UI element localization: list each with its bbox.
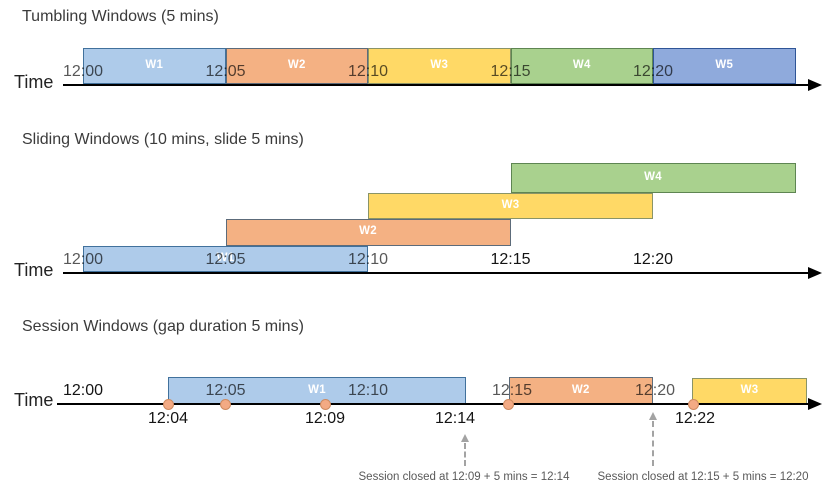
event-dot — [503, 398, 514, 410]
tick-label-session: 12:20 — [634, 382, 676, 399]
sliding-windows-title: Sliding Windows (10 mins, slide 5 mins) — [22, 131, 304, 148]
window-label-w2-tumbling: W2 — [287, 59, 306, 71]
timeline-axis-tumbling — [63, 84, 808, 86]
window-label-w3-session: W3 — [740, 384, 759, 396]
window-label-w2-session: W2 — [571, 383, 590, 396]
time-axis-label-session: Time — [14, 390, 54, 410]
event-time-label: 12:09 — [304, 410, 346, 427]
dashed-arrow-line — [464, 443, 466, 466]
tick-label-session: 12:10 — [347, 382, 389, 399]
tick-label-tumbling: 12:20 — [632, 63, 674, 80]
tick-label-session: 12:05 — [205, 382, 246, 399]
tick-label-session: 12:15 — [491, 382, 533, 399]
tick-label-tumbling: 12:10 — [347, 63, 389, 80]
window-w3-sliding — [368, 192, 653, 219]
window-label-w1-session: W1 — [308, 383, 326, 396]
time-axis-label-sliding: Time — [14, 260, 54, 280]
window-label-w4-sliding: W4 — [644, 170, 662, 183]
window-label-w1-sliding: W1 — [216, 251, 235, 264]
window-w1-sliding — [83, 245, 368, 272]
tick-label-sliding: 12:00 — [62, 251, 104, 268]
window-w2-tumbling — [225, 48, 368, 84]
event-time-label: 12:04 — [147, 410, 189, 427]
tick-label-tumbling: 12:05 — [205, 63, 246, 80]
event-dot — [319, 398, 331, 410]
tick-label-tumbling: 12:15 — [490, 63, 531, 80]
window-w3-tumbling — [368, 48, 511, 84]
tick-label-sliding: 12:10 — [347, 251, 389, 268]
tick-label-tumbling: 12:00 — [62, 63, 104, 80]
window-w2-sliding — [225, 219, 511, 246]
dashed-arrow-line — [652, 421, 654, 466]
timeline-arrowhead-sliding — [808, 267, 822, 279]
session-closed-annotation: Session closed at 12:09 + 5 mins = 12:14 — [358, 471, 570, 483]
tick-label-sliding: 12:15 — [490, 251, 531, 268]
window-w3-session — [692, 378, 807, 404]
window-w2-session — [508, 377, 653, 404]
event-dot — [220, 398, 231, 410]
timeline-arrowhead-session — [808, 398, 822, 410]
time-axis-label-tumbling: Time — [14, 72, 54, 92]
tumbling-windows-title: Tumbling Windows (5 mins) — [22, 8, 219, 25]
event-dot — [687, 398, 699, 410]
event-dot — [162, 398, 174, 410]
window-w4-tumbling — [510, 48, 653, 84]
timeline-axis-sliding — [63, 272, 808, 274]
timeline-arrowhead-tumbling — [808, 79, 822, 91]
window-w5-tumbling — [653, 48, 796, 84]
tick-label-session: 12:00 — [62, 382, 104, 399]
session-closed-annotation: Session closed at 12:15 + 5 mins = 12:20 — [597, 471, 809, 483]
dashed-arrow-head — [461, 434, 469, 442]
session-windows-title: Session Windows (gap duration 5 mins) — [22, 318, 304, 335]
window-label-w4-tumbling: W4 — [572, 59, 591, 71]
event-time-label: 12:22 — [674, 410, 716, 427]
dashed-arrow-head — [649, 412, 657, 420]
window-w4-sliding — [510, 163, 796, 193]
tick-label-sliding: 12:05 — [205, 251, 246, 268]
window-label-w5-tumbling: W5 — [715, 59, 734, 71]
event-time-label: 12:14 — [434, 410, 476, 427]
window-label-w1-tumbling: W1 — [145, 59, 164, 71]
timeline-axis-session — [57, 403, 808, 405]
window-label-w2-sliding: W2 — [359, 225, 377, 238]
tick-label-sliding: 12:20 — [632, 251, 674, 268]
window-w1-tumbling — [83, 48, 226, 84]
window-label-w3-sliding: W3 — [501, 198, 520, 211]
window-label-w3-tumbling: W3 — [430, 59, 449, 71]
